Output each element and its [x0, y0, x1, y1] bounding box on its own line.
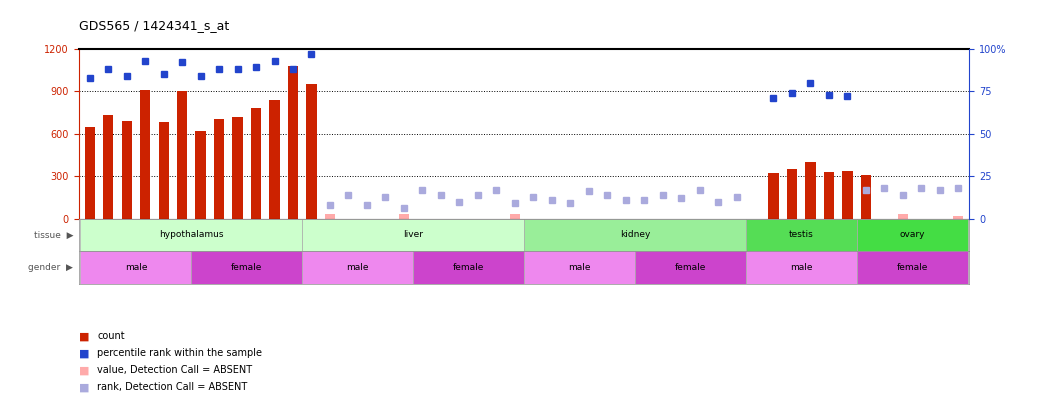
- Text: testis: testis: [789, 230, 813, 239]
- Text: male: male: [347, 263, 369, 272]
- Text: male: male: [568, 263, 591, 272]
- Bar: [302, 251, 413, 284]
- Text: female: female: [453, 263, 484, 272]
- Bar: [302, 219, 524, 251]
- Text: hypothalamus: hypothalamus: [159, 230, 223, 239]
- Bar: [524, 251, 635, 284]
- Text: count: count: [97, 331, 125, 341]
- Bar: [158, 122, 169, 219]
- Text: value, Detection Call = ABSENT: value, Detection Call = ABSENT: [97, 365, 253, 375]
- Bar: [233, 117, 243, 219]
- Bar: [306, 84, 316, 219]
- Bar: [787, 169, 798, 219]
- Bar: [81, 219, 302, 251]
- Bar: [250, 108, 261, 219]
- Text: male: male: [790, 263, 812, 272]
- Text: male: male: [125, 263, 147, 272]
- Bar: [81, 251, 192, 284]
- Text: female: female: [675, 263, 706, 272]
- Bar: [746, 251, 856, 284]
- Text: liver: liver: [403, 230, 423, 239]
- Bar: [288, 66, 298, 219]
- Bar: [399, 215, 409, 219]
- Bar: [196, 131, 205, 219]
- Bar: [509, 215, 520, 219]
- Bar: [325, 215, 335, 219]
- Text: female: female: [232, 263, 262, 272]
- Bar: [122, 121, 132, 219]
- Text: ■: ■: [79, 348, 89, 358]
- Bar: [898, 215, 908, 219]
- Bar: [856, 219, 967, 251]
- Bar: [140, 90, 150, 219]
- Bar: [805, 162, 815, 219]
- Bar: [954, 216, 963, 219]
- Text: gender  ▶: gender ▶: [28, 263, 73, 272]
- Text: ■: ■: [79, 382, 89, 392]
- Text: GDS565 / 1424341_s_at: GDS565 / 1424341_s_at: [79, 19, 228, 32]
- Bar: [635, 251, 746, 284]
- Bar: [843, 171, 852, 219]
- Bar: [524, 219, 746, 251]
- Bar: [192, 251, 302, 284]
- Text: kidney: kidney: [619, 230, 650, 239]
- Bar: [824, 172, 834, 219]
- Bar: [103, 115, 113, 219]
- Bar: [269, 100, 280, 219]
- Bar: [746, 219, 856, 251]
- Bar: [177, 91, 188, 219]
- Text: female: female: [896, 263, 927, 272]
- Text: tissue  ▶: tissue ▶: [34, 230, 73, 239]
- Text: ■: ■: [79, 365, 89, 375]
- Text: ovary: ovary: [899, 230, 924, 239]
- Text: rank, Detection Call = ABSENT: rank, Detection Call = ABSENT: [97, 382, 247, 392]
- Bar: [768, 173, 779, 219]
- Bar: [214, 119, 224, 219]
- Bar: [856, 251, 967, 284]
- Text: ■: ■: [79, 331, 89, 341]
- Text: percentile rank within the sample: percentile rank within the sample: [97, 348, 262, 358]
- Bar: [860, 175, 871, 219]
- Bar: [85, 126, 94, 219]
- Bar: [413, 251, 524, 284]
